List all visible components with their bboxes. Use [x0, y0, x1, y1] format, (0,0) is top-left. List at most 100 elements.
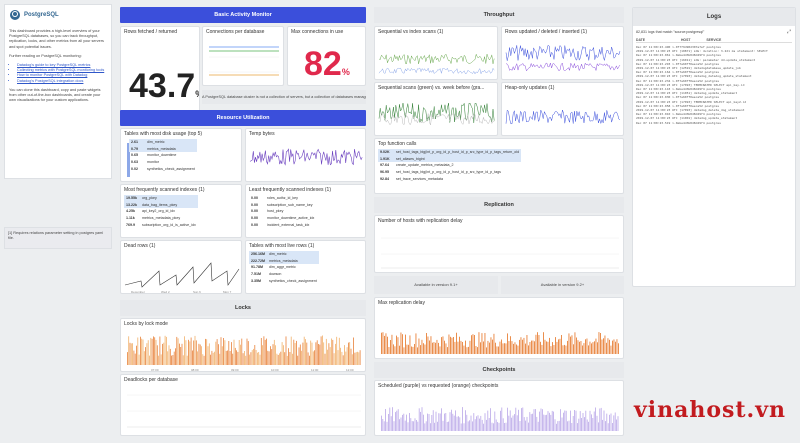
chart-bar [159, 336, 161, 365]
col-host[interactable]: HOST [680, 38, 691, 42]
log-entry[interactable]: Dec 07 11:00:23.164 i-0f7a60ff0eeca52 po… [636, 70, 720, 75]
link-key-metrics[interactable]: Datadog's guide to key PostgreSQL metric… [17, 63, 107, 68]
open-external-icon[interactable]: ⤢ [786, 29, 791, 35]
table-row[interactable]: 91.78M dim_aggr_metric [249, 264, 319, 271]
temp-bytes-widget[interactable]: Temp bytes [245, 128, 366, 182]
chart-bar [210, 354, 211, 365]
chart-bar [533, 409, 535, 431]
chart-bar [540, 408, 542, 431]
table-row[interactable]: 97.64 create_update_metrics_metadata_2 [378, 162, 521, 169]
table-row[interactable]: 96.95 set_host_tags_big(int_p_org_id_p_ho… [378, 169, 521, 176]
section-checkpoints[interactable]: Checkpoints [374, 362, 624, 378]
chart-bar [280, 351, 282, 365]
table-row[interactable]: 769.9 subscription_org_id_is_active_idx [124, 221, 198, 228]
table-row[interactable]: 9.02K set_host_tags_big(int_p_org_id_p_ho… [378, 149, 522, 156]
hosts-replication-delay-widget[interactable]: Number of hosts with replication delay [374, 215, 624, 273]
temp-bytes-chart [249, 148, 363, 166]
log-entry[interactable]: Dec 07 11:00:23.490 i-0f7f9d90d307a7ef p… [636, 45, 721, 49]
log-entry[interactable]: Dec 07 11:00:23.061 i-0ebe4d3b8d8d49f4 p… [636, 53, 721, 58]
col-date[interactable]: DATE [636, 38, 645, 42]
table-row[interactable]: 0.63 monitor [129, 159, 197, 166]
chart-bar [424, 423, 426, 431]
chart-bar [448, 421, 449, 431]
section-basic-activity[interactable]: Basic Activity Monitor [120, 7, 366, 23]
chart-bar [241, 338, 243, 365]
link-integration-docs[interactable]: Datadog's PostgreSQL integration docs [17, 79, 107, 84]
link-monitoring-tools[interactable]: Collecting metrics with PostgreSQL monit… [17, 68, 107, 73]
max-connections-widget[interactable]: Max connections in use 82% [287, 26, 366, 86]
seq-vs-index-widget[interactable]: Sequential vs index scans (1) [374, 26, 498, 80]
log-entry[interactable]: 2019-12-07 11:00:23 UTC [10871] LOG: dur… [636, 49, 768, 54]
log-entry[interactable]: 2019-12-07 11:00:23 UTC [17093] datadog_… [636, 108, 745, 113]
max-replication-delay-widget[interactable]: Max replication delay [374, 297, 624, 359]
table-row[interactable]: 4.25k api_key2_org_id_idx [124, 208, 198, 215]
table-row[interactable]: 0.65 monitor_downtime [129, 152, 197, 159]
log-entry[interactable]: 2019-12-07 11:00:23 UTC [11001] datadog_… [636, 116, 738, 121]
table-row[interactable]: 0.00 subscription_sub_name_key [249, 202, 316, 209]
table-row[interactable]: 0.00 monitor_downtime_active_idx [249, 215, 316, 222]
log-entry[interactable]: Dec 07 11:00:23.234 i-0f7a60ff0eeca52 po… [636, 78, 720, 83]
chart-bar [219, 353, 221, 365]
table-row[interactable]: 0.00 roles_authz_id_key [249, 195, 316, 202]
chart-bar [430, 423, 431, 431]
section-throughput[interactable]: Throughput [374, 7, 624, 23]
log-entry[interactable]: 2019-12-07 11:00:23 UTC [17093] TERMINAT… [636, 99, 747, 104]
log-entry[interactable]: Dec 07 11:00:23.010 i-0ebe4d3b8d8d49f4 p… [636, 112, 721, 117]
table-row[interactable]: 0.02 synthetics_check_assignment [129, 165, 197, 172]
table-row[interactable]: 0.00 host_pkey [249, 208, 316, 215]
log-entry[interactable]: 2019-12-07 11:00:23 UTC [11051] datadog_… [636, 91, 738, 96]
section-resource-utilization[interactable]: Resource Utilization [120, 110, 366, 126]
disk-usage-widget[interactable]: Tables with most disk usage (top 5) 2.61… [120, 128, 242, 182]
table-row[interactable]: 1.91K set_aliases_bigint [378, 155, 522, 163]
rows-updated-widget[interactable]: Rows updated / deleted / inserted (1) [501, 26, 624, 80]
log-entry[interactable]: 2019-12-07 11:00:23 UTC [17093] datadog_… [636, 74, 752, 79]
link-monitor-with-datadog[interactable]: How to monitor PostgreSQL with Datadog [17, 73, 107, 78]
log-entry[interactable]: 2019-12-07 11:00:23 UTC [12591] datadogd… [636, 66, 741, 71]
log-entry[interactable]: Dec 07 11:00:23.519 i-0ebe4d3b8d8d49f4 p… [636, 120, 721, 125]
table-row[interactable]: 2.61 dim_metric [129, 139, 197, 146]
log-entry[interactable]: Dec 07 11:00:23.030 i-0f7a60ff0eeca52 po… [636, 95, 720, 100]
rows-fetched-widget[interactable]: Rows fetched / returned 43.7% [120, 26, 200, 114]
section-replication[interactable]: Replication [374, 197, 624, 213]
top-function-calls-widget[interactable]: Top function calls 9.02K set_host_tags_bi… [374, 138, 624, 194]
table-row[interactable]: 222.72M metrics_metadata [249, 257, 319, 265]
chart-bar [355, 352, 357, 365]
table-row[interactable]: 0.79 metrics_metadata [129, 145, 197, 153]
connections-widget[interactable]: Connections per database [202, 26, 284, 86]
chart-bar [602, 419, 603, 431]
table-row[interactable]: 3.35M synthetics_check_assignment [249, 277, 319, 284]
chart-bar [519, 339, 520, 354]
table-row[interactable]: 7.51M dowson [249, 271, 319, 278]
logs-panel[interactable]: Logs 82,831 logs that match "source:post… [632, 7, 796, 287]
least-scanned-indexes-widget[interactable]: Least frequently scanned indexes (1) 0.0… [245, 184, 366, 238]
col-service[interactable]: SERVICE [706, 38, 722, 42]
row-name: synthetics_check_assignment [269, 278, 317, 283]
chart-bar [574, 410, 575, 431]
chart-bar [258, 352, 260, 365]
locks-by-mode-widget[interactable]: Locks by lock mode 07:00 08:00 09:00 10:… [120, 318, 366, 372]
table-row[interactable]: 19.55k org_pkey [124, 195, 198, 202]
chart-bar [564, 344, 565, 354]
log-entry[interactable]: Dec 07 11:00:23.293 i-0f7a60ff0eeca52 po… [636, 61, 720, 66]
table-row[interactable]: 0.00 incident_external_task_idx [249, 221, 316, 228]
chart-bar [543, 414, 545, 431]
log-entry[interactable]: Dec 07 11:00:23.143 i-0ebe4d3b8d8d49f4 p… [636, 87, 721, 92]
most-scanned-indexes-widget[interactable]: Most frequently scanned indexes (1) 19.5… [120, 184, 242, 238]
table-row[interactable]: 256.16M dim_metric [249, 251, 319, 258]
heap-only-widget[interactable]: Heap-only updates (1) [501, 82, 624, 136]
table-row[interactable]: 1.11k metrics_metadata_pkey [124, 215, 198, 222]
chart-bar [598, 332, 600, 354]
chart-bar [325, 338, 327, 365]
table-row[interactable]: 13.22k data_bag_items_pkey [124, 201, 198, 209]
chart-bar [522, 339, 523, 354]
section-locks[interactable]: Locks [120, 300, 366, 316]
table-row[interactable]: 92.84 set_trace_services_metadata [378, 175, 521, 182]
checkpoints-widget[interactable]: Scheduled (purple) vs requested (orange)… [374, 380, 624, 436]
live-rows-widget[interactable]: Tables with most live rows (1) 256.16M di… [245, 240, 366, 294]
log-entry[interactable]: 2019-12-07 11:00:23 UTC [17093] TERMINAT… [636, 82, 745, 87]
deadlocks-widget[interactable]: Deadlocks per database [120, 374, 366, 436]
log-entry[interactable]: 2019-12-07 11:00:23 UTC [16011] LOG: par… [636, 57, 756, 62]
dead-rows-widget[interactable]: Dead rows (1) December Wed 2 Sun 6 Mon 7 [120, 240, 242, 294]
log-entry[interactable]: Dec 07 11:00:23.058 i-0f7a60ff0eeca52 po… [636, 103, 720, 108]
seq-scans-week-widget[interactable]: Sequential scans (green) vs. week before… [374, 82, 498, 136]
